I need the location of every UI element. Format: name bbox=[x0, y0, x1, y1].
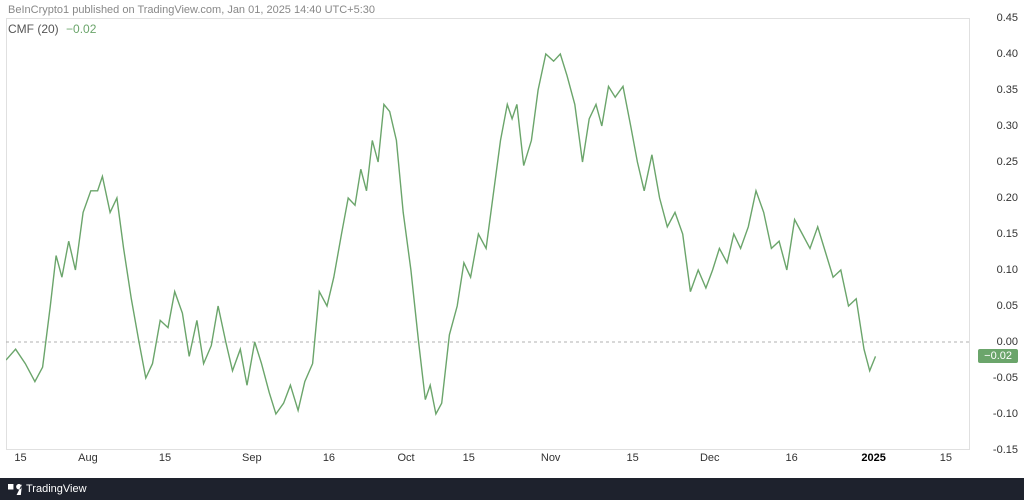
x-tick-label: 15 bbox=[463, 452, 475, 464]
x-tick-label: 15 bbox=[14, 452, 26, 464]
x-tick-label: Oct bbox=[397, 452, 414, 464]
y-tick-label: 0.45 bbox=[997, 12, 1018, 24]
x-tick-label: 15 bbox=[940, 452, 952, 464]
y-tick-label: -0.05 bbox=[993, 372, 1018, 384]
y-tick-label: 0.20 bbox=[997, 192, 1018, 204]
y-tick-label: 0.30 bbox=[997, 120, 1018, 132]
x-tick-label: 16 bbox=[323, 452, 335, 464]
footer-brand: TradingView bbox=[26, 483, 87, 495]
tradingview-logo-icon bbox=[8, 482, 22, 496]
y-tick-label: 0.25 bbox=[997, 156, 1018, 168]
x-tick-label: 15 bbox=[626, 452, 638, 464]
y-tick-label: 0.40 bbox=[997, 48, 1018, 60]
y-tick-label: 0.05 bbox=[997, 300, 1018, 312]
y-tick-label: -0.10 bbox=[993, 408, 1018, 420]
y-tick-label: 0.00 bbox=[997, 336, 1018, 348]
x-axis: 15 Aug 15 Sep 16 Oct 15 Nov 15 Dec 16 2025 15 bbox=[6, 450, 970, 470]
indicator-name: CMF (20) bbox=[8, 22, 59, 36]
current-value-badge: −0.02 bbox=[978, 349, 1018, 363]
y-tick-label: 0.35 bbox=[997, 84, 1018, 96]
x-tick-label: 15 bbox=[159, 452, 171, 464]
footer-bar: TradingView bbox=[0, 478, 1024, 500]
chart-area[interactable] bbox=[6, 18, 970, 450]
x-tick-label: Nov bbox=[541, 452, 561, 464]
y-tick-label: 0.10 bbox=[997, 264, 1018, 276]
indicator-label: CMF (20) −0.02 bbox=[8, 22, 96, 36]
y-tick-label: 0.15 bbox=[997, 228, 1018, 240]
y-tick-label: -0.15 bbox=[993, 444, 1018, 456]
attribution-text: BeInCrypto1 published on TradingView.com… bbox=[8, 4, 375, 16]
x-tick-label: Dec bbox=[700, 452, 720, 464]
x-tick-label: 2025 bbox=[861, 452, 885, 464]
indicator-value: −0.02 bbox=[66, 22, 96, 36]
y-axis: 0.450.400.350.300.250.200.150.100.050.00… bbox=[970, 18, 1024, 450]
x-tick-label: Aug bbox=[78, 452, 98, 464]
x-tick-label: 16 bbox=[786, 452, 798, 464]
chart-svg bbox=[6, 18, 970, 450]
x-tick-label: Sep bbox=[242, 452, 262, 464]
